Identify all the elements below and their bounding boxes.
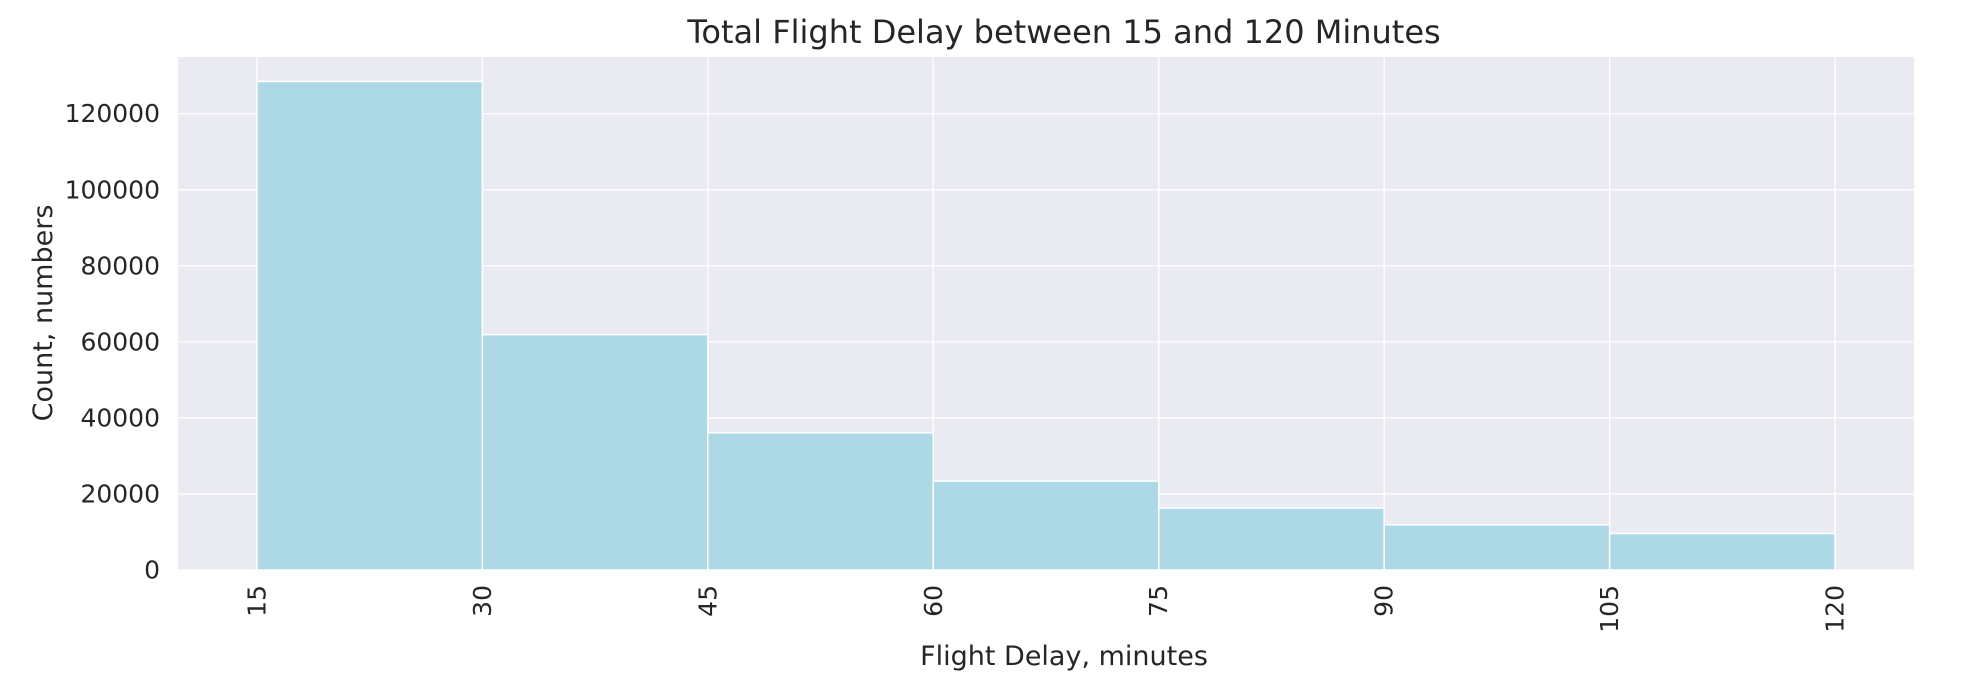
histogram-bar	[1608, 532, 1836, 571]
x-tick-label: 30	[468, 585, 497, 617]
y-tick-label: 0	[144, 556, 160, 585]
x-axis-label: Flight Delay, minutes	[920, 641, 1208, 672]
y-axis-label: Count, numbers	[28, 205, 59, 422]
y-tick-label: 60000	[80, 327, 160, 356]
chart-title: Total Flight Delay between 15 and 120 Mi…	[686, 13, 1440, 51]
x-tick-label: 45	[693, 585, 722, 617]
x-axis-ticks: 15 30 45 60 75 90 105 120	[242, 585, 1849, 633]
x-tick-label: 120	[1821, 585, 1850, 633]
x-tick-label: 105	[1595, 585, 1624, 633]
y-tick-label: 100000	[65, 175, 160, 204]
y-tick-label: 40000	[80, 403, 160, 432]
histogram-bar	[932, 480, 1160, 571]
y-tick-label: 120000	[65, 99, 160, 128]
y-axis-ticks: 0 20000 40000 60000 80000 100000 120000	[65, 99, 160, 584]
y-tick-label: 20000	[80, 479, 160, 508]
y-tick-label: 80000	[80, 251, 160, 280]
histogram-bar	[256, 80, 484, 571]
histogram-bar	[1157, 507, 1385, 571]
histogram-bar	[1383, 524, 1611, 571]
x-tick-label: 15	[242, 585, 271, 617]
bars	[256, 80, 1836, 571]
x-tick-label: 60	[919, 585, 948, 617]
histogram-bar	[481, 333, 709, 571]
histogram-bar	[707, 431, 935, 571]
x-tick-label: 75	[1144, 585, 1173, 617]
x-tick-label: 90	[1370, 585, 1399, 617]
